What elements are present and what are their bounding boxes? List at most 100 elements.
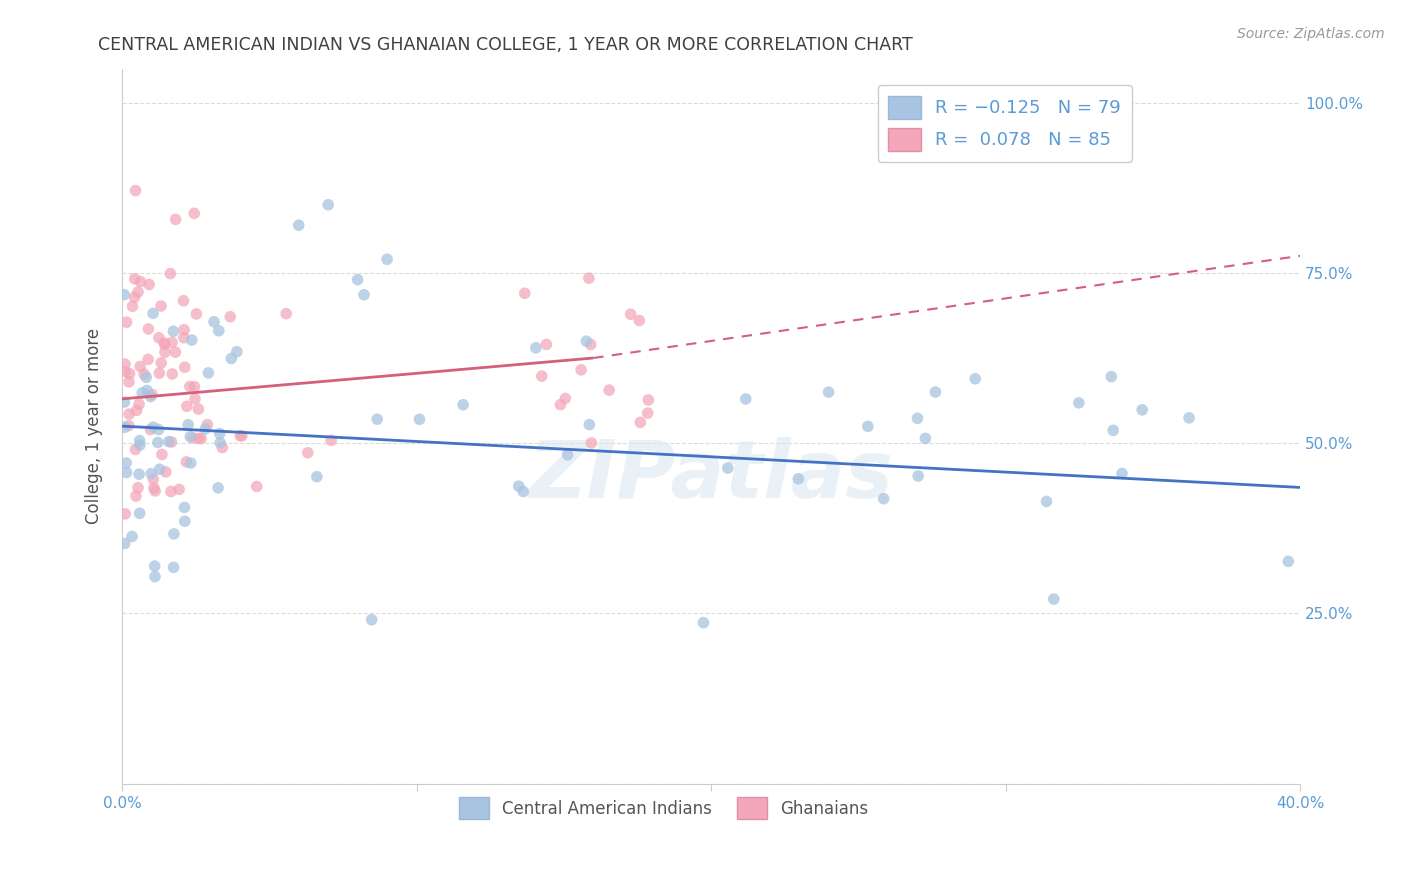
Point (165, 212, 187, 227)
Point (128, 467, 150, 482)
Point (173, 331, 195, 345)
Point (173, 360, 195, 375)
Point (177, 417, 200, 432)
Point (575, 334, 598, 348)
Point (180, 333, 202, 347)
Point (578, 417, 600, 432)
Point (1178, 410, 1201, 425)
Point (184, 392, 207, 406)
Point (321, 434, 343, 448)
Point (160, 484, 183, 499)
Point (118, 367, 141, 381)
Point (176, 455, 198, 469)
Point (157, 434, 180, 449)
Point (598, 383, 620, 397)
Point (136, 384, 159, 398)
Point (135, 370, 157, 384)
Point (139, 390, 162, 404)
Point (530, 369, 553, 384)
Text: ZIPatlas: ZIPatlas (529, 437, 894, 516)
Point (128, 397, 150, 411)
Point (360, 613, 382, 627)
Point (581, 436, 603, 450)
Y-axis label: College, 1 year or more: College, 1 year or more (86, 328, 103, 524)
Point (208, 324, 231, 338)
Point (190, 432, 212, 446)
Point (129, 275, 152, 289)
Point (1102, 423, 1125, 437)
Point (165, 345, 187, 359)
Point (1067, 396, 1090, 410)
Point (112, 287, 135, 301)
Point (187, 402, 209, 417)
Point (187, 432, 209, 446)
Point (856, 419, 879, 434)
Point (141, 387, 163, 401)
Point (173, 323, 195, 337)
Point (512, 484, 534, 499)
Point (162, 560, 184, 574)
Point (153, 336, 176, 351)
Point (143, 559, 166, 574)
Point (173, 514, 195, 528)
Point (125, 489, 148, 503)
Point (153, 345, 176, 359)
Point (914, 431, 936, 445)
Point (124, 272, 146, 286)
Point (173, 293, 195, 308)
Point (162, 324, 184, 338)
Point (176, 399, 198, 413)
Point (197, 366, 219, 380)
Point (353, 287, 375, 301)
Point (1111, 467, 1133, 481)
Point (114, 365, 136, 379)
Point (195, 417, 218, 432)
Point (128, 434, 150, 448)
Point (287, 218, 309, 232)
Point (179, 379, 201, 393)
Point (550, 398, 572, 412)
Point (183, 206, 205, 220)
Text: Source: ZipAtlas.com: Source: ZipAtlas.com (1237, 27, 1385, 41)
Point (124, 290, 146, 304)
Point (160, 335, 183, 350)
Point (115, 315, 138, 329)
Point (524, 341, 547, 355)
Point (872, 491, 894, 506)
Point (127, 285, 149, 299)
Point (1099, 369, 1122, 384)
Point (121, 299, 143, 313)
Point (125, 403, 148, 417)
Point (146, 435, 169, 450)
Point (637, 392, 659, 407)
Point (129, 438, 152, 452)
Point (229, 428, 252, 442)
Point (139, 423, 162, 437)
Point (148, 423, 170, 437)
Point (1277, 554, 1299, 568)
Point (907, 411, 929, 425)
Point (153, 337, 176, 351)
Point (1042, 592, 1064, 607)
Point (136, 352, 159, 367)
Point (115, 466, 138, 480)
Point (225, 344, 247, 359)
Point (965, 372, 987, 386)
Point (142, 420, 165, 434)
Point (142, 481, 165, 495)
Point (276, 307, 298, 321)
Point (118, 407, 141, 421)
Point (620, 307, 643, 321)
Point (142, 472, 165, 486)
Point (513, 286, 536, 301)
Point (118, 375, 141, 389)
Point (628, 416, 651, 430)
Point (114, 536, 136, 550)
Point (231, 429, 253, 443)
Point (114, 420, 136, 434)
Point (209, 435, 232, 450)
Point (578, 271, 600, 285)
Point (569, 363, 592, 377)
Point (143, 483, 166, 498)
Point (734, 392, 756, 406)
